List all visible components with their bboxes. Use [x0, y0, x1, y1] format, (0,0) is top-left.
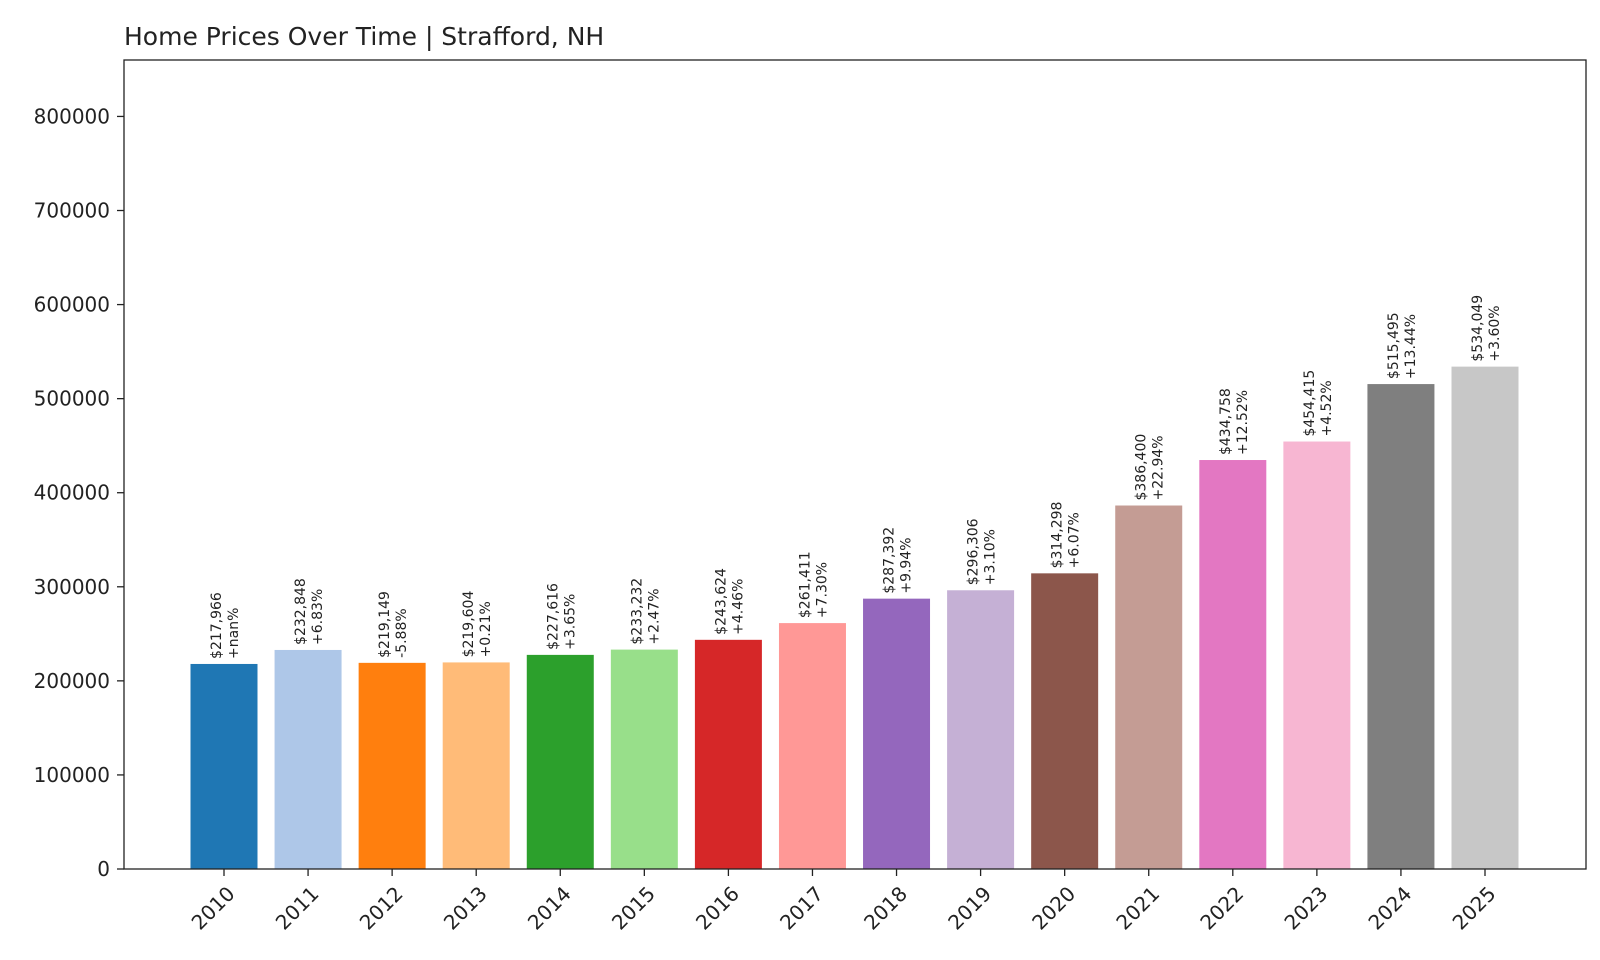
plot-frame — [123, 59, 1587, 870]
value-label: $217,966 — [209, 592, 225, 659]
bar-2015 — [610, 649, 678, 869]
bar-2021 — [1115, 505, 1183, 869]
x-tick-label: 2018 — [859, 882, 912, 935]
change-label: +4.52% — [1319, 380, 1335, 436]
change-label: +0.21% — [478, 601, 494, 657]
value-label: $219,604 — [461, 591, 477, 658]
x-tick-label: 2012 — [355, 882, 408, 935]
y-tick-label: 0 — [97, 857, 110, 881]
y-tick-label: 300000 — [34, 575, 110, 599]
value-label: $386,400 — [1134, 434, 1150, 501]
bar-2012 — [358, 662, 426, 869]
x-tick-label: 2011 — [271, 882, 324, 935]
change-label: +3.10% — [983, 529, 999, 585]
bar-2019 — [947, 590, 1015, 869]
x-tick-label: 2025 — [1448, 882, 1501, 935]
value-label: $296,306 — [966, 518, 982, 585]
x-tick-label: 2010 — [187, 882, 240, 935]
bar-2024 — [1367, 384, 1435, 869]
value-label: $515,495 — [1386, 312, 1402, 379]
bar-2013 — [442, 662, 510, 869]
value-label: $243,624 — [713, 568, 729, 635]
x-tick-label: 2021 — [1111, 882, 1164, 935]
x-tick-label: 2015 — [607, 882, 660, 935]
change-label: +6.83% — [310, 589, 326, 645]
y-tick-label: 400000 — [34, 481, 110, 505]
change-label: -5.88% — [394, 608, 410, 658]
bar-2022 — [1199, 460, 1267, 869]
y-tick-label: 800000 — [34, 104, 110, 128]
change-label: +9.94% — [899, 537, 915, 593]
change-label: +13.44% — [1403, 314, 1419, 379]
x-tick-label: 2014 — [523, 882, 576, 935]
x-tick-label: 2024 — [1364, 882, 1417, 935]
x-axis: 2010 2011 2012 2013 2014 2015 2016 2017 2018 2019… — [187, 869, 1501, 935]
x-tick-label: 2017 — [775, 882, 828, 935]
change-label: +nan% — [226, 608, 242, 659]
change-label: +2.47% — [646, 588, 662, 644]
change-label: +3.60% — [1487, 305, 1503, 361]
bar-2017 — [778, 623, 846, 869]
bar-2014 — [526, 654, 594, 869]
y-axis: 0 100000 200000 300000 400000 500000 600000 700… — [34, 104, 124, 881]
value-label: $434,758 — [1218, 388, 1234, 455]
value-label: $534,049 — [1470, 295, 1486, 362]
change-label: +12.52% — [1235, 390, 1251, 455]
change-label: +4.46% — [730, 579, 746, 635]
y-tick-label: 600000 — [34, 293, 110, 317]
change-label: +22.94% — [1151, 435, 1167, 500]
bar-2011 — [274, 649, 342, 869]
change-label: +3.65% — [562, 594, 578, 650]
change-label: +6.07% — [1067, 512, 1083, 568]
x-tick-label: 2020 — [1027, 882, 1080, 935]
y-tick-label: 500000 — [34, 387, 110, 411]
bar-2018 — [863, 598, 931, 869]
change-label: +7.30% — [814, 562, 830, 618]
value-label: $219,149 — [377, 591, 393, 658]
bar-2023 — [1283, 441, 1351, 869]
bar-2016 — [694, 639, 762, 869]
value-label: $233,232 — [629, 578, 645, 645]
bar-2025 — [1451, 366, 1519, 869]
value-label: $227,616 — [545, 583, 561, 650]
value-label: $232,848 — [293, 578, 309, 645]
value-label: $314,298 — [1050, 502, 1066, 569]
x-tick-label: 2019 — [943, 882, 996, 935]
bar-2010 — [190, 663, 258, 869]
value-label: $287,392 — [882, 527, 898, 594]
x-tick-label: 2023 — [1279, 882, 1332, 935]
bars-group — [190, 366, 1519, 869]
x-tick-label: 2013 — [439, 882, 492, 935]
y-tick-label: 700000 — [34, 199, 110, 223]
bar-2020 — [1031, 573, 1099, 869]
value-label: $261,411 — [797, 551, 813, 618]
x-tick-label: 2016 — [691, 882, 744, 935]
y-tick-label: 200000 — [34, 669, 110, 693]
value-label: $454,415 — [1302, 370, 1318, 437]
y-tick-label: 100000 — [34, 763, 110, 787]
chart-title: Home Prices Over Time | Strafford, NH — [124, 22, 604, 51]
data-labels-group: $217,966 +nan% $232,848 +6.83% $219,149 -5.88… — [209, 295, 1503, 659]
x-tick-label: 2022 — [1195, 882, 1248, 935]
